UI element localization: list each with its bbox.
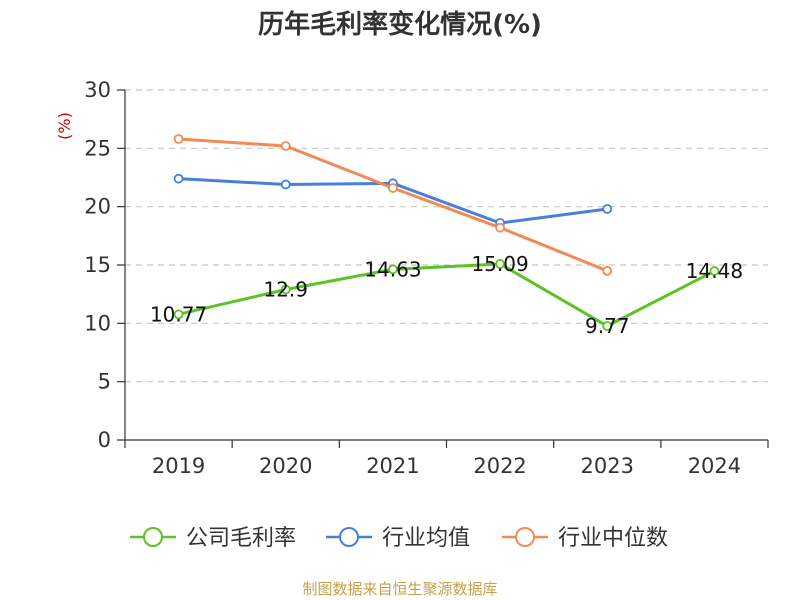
- x-tick-label: 2019: [152, 454, 205, 478]
- x-tick-label: 2023: [581, 454, 634, 478]
- source-note: 制图数据来自恒生聚源数据库: [302, 580, 498, 598]
- data-label: 10.77: [150, 302, 207, 326]
- legend-marker: [143, 527, 163, 547]
- legend-marker: [339, 527, 359, 547]
- data-point: [173, 309, 184, 320]
- data-point: [602, 204, 613, 214]
- y-tick-label: 0: [98, 428, 111, 452]
- data-point: [495, 259, 505, 269]
- x-tick-label: 2020: [259, 454, 312, 478]
- legend-label: 公司毛利率: [186, 526, 296, 551]
- y-tick-label: 20: [84, 195, 111, 219]
- data-label: 14.48: [686, 259, 743, 283]
- data-point: [280, 179, 291, 190]
- data-point: [388, 264, 398, 275]
- y-axis-label: (%): [55, 112, 74, 140]
- x-tick-label: 2024: [688, 454, 741, 478]
- legend-marker: [515, 527, 535, 547]
- legend-label: 行业中位数: [558, 526, 668, 551]
- x-tick-label: 2022: [473, 454, 526, 478]
- series-line-0: [178, 262, 716, 328]
- data-label: 9.77: [585, 314, 630, 338]
- data-label: 12.9: [263, 278, 308, 302]
- data-point: [602, 321, 613, 331]
- legend-label: 行业均值: [382, 526, 470, 551]
- y-tick-label: 5: [98, 370, 111, 394]
- data-point: [173, 134, 184, 144]
- data-label: 14.63: [364, 257, 421, 281]
- data-label: 15.09: [471, 252, 528, 276]
- series-line-2: [178, 137, 608, 273]
- data-point: [495, 222, 505, 233]
- legend-item: 公司毛利率: [130, 526, 296, 551]
- y-tick-label: 25: [84, 136, 111, 160]
- data-point: [280, 284, 291, 295]
- y-tick-label: 30: [84, 78, 111, 102]
- data-point: [388, 183, 398, 193]
- x-tick-label: 2021: [366, 454, 419, 478]
- y-tick-label: 15: [84, 253, 111, 277]
- legend-item: 行业均值: [326, 526, 470, 551]
- chart-title: 历年毛利率变化情况(%): [258, 10, 542, 40]
- data-point: [280, 141, 291, 151]
- data-point: [602, 265, 613, 276]
- legend-item: 行业中位数: [502, 526, 668, 551]
- y-tick-label: 10: [84, 311, 111, 335]
- data-point: [709, 266, 720, 276]
- data-point: [173, 173, 184, 184]
